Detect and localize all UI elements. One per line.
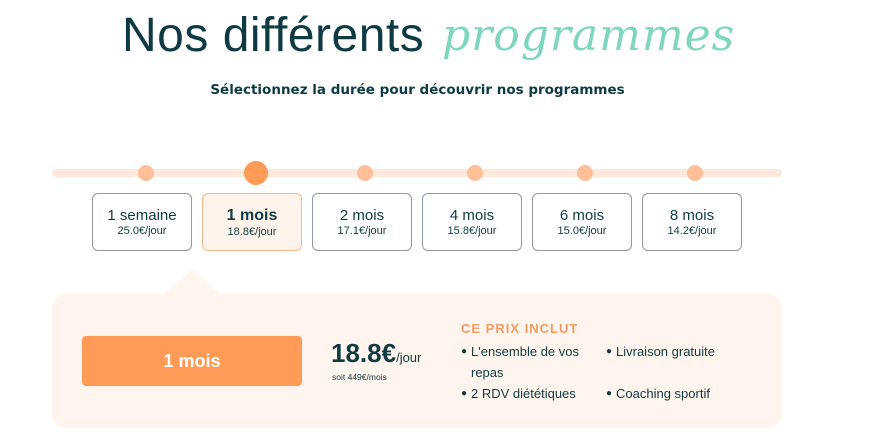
option-1-semaine[interactable]: 1 semaine 25.0€/jour [92, 193, 192, 251]
price-total: soit 449€/mois [332, 372, 387, 382]
bullet-icon: ● [461, 388, 468, 399]
option-price: 15.0€/jour [557, 225, 607, 237]
option-label: 2 mois [339, 207, 385, 224]
option-label: 8 mois [669, 207, 715, 224]
duration-options: 1 semaine 25.0€/jour 1 mois 18.8€/jour 2… [92, 193, 752, 251]
option-4-mois[interactable]: 4 mois 15.8€/jour [422, 193, 522, 251]
option-price: 14.2€/jour [667, 225, 717, 237]
bullet-icon: ● [461, 346, 468, 357]
list-item: ● L'ensemble de vos repas [461, 341, 601, 383]
price-unit: /jour [396, 350, 422, 365]
page-subtitle: Sélectionnez la durée pour découvrir nos… [210, 82, 625, 98]
option-label: 4 mois [449, 207, 495, 224]
option-label: 6 mois [559, 207, 605, 224]
option-6-mois[interactable]: 6 mois 15.0€/jour [532, 193, 632, 251]
price-amount: 18.8€ [331, 338, 397, 368]
includes-list-1: ● L'ensemble de vos repas ● 2 RDV diététiq… [461, 341, 601, 404]
option-label: 1 semaine [107, 207, 177, 224]
duration-slider-track[interactable] [52, 169, 782, 177]
list-item: ● Livraison gratuite [606, 341, 756, 362]
page-title: Nos différents programmes [122, 8, 734, 78]
slider-dot-1-mois[interactable] [244, 161, 268, 185]
price-per-day: 18.8€/jour [331, 338, 421, 369]
option-label: 1 mois [226, 207, 278, 224]
title-script: programmes [442, 10, 736, 61]
option-2-mois[interactable]: 2 mois 17.1€/jour [312, 193, 412, 251]
slider-dot-8-mois[interactable] [687, 165, 703, 181]
list-item: ● 2 RDV diététiques [461, 383, 601, 404]
option-price: 17.1€/jour [337, 225, 387, 237]
option-price: 15.8€/jour [447, 225, 497, 237]
slider-dot-4-mois[interactable] [467, 165, 483, 181]
title-main: Nos différents [122, 9, 425, 62]
bullet-icon: ● [606, 388, 613, 399]
select-program-button[interactable]: 1 mois [82, 336, 302, 386]
slider-dot-1-semaine[interactable] [138, 165, 154, 181]
includes-list-2: ● Livraison gratuite ● Coaching sportif [606, 341, 756, 404]
slider-dot-2-mois[interactable] [357, 165, 373, 181]
option-price: 18.8€/jour [227, 226, 277, 238]
option-8-mois[interactable]: 8 mois 14.2€/jour [642, 193, 742, 251]
option-price: 25.0€/jour [117, 225, 167, 237]
bullet-icon: ● [606, 346, 613, 357]
panel-pointer [162, 270, 222, 295]
list-item: ● Coaching sportif [606, 383, 756, 404]
option-1-mois[interactable]: 1 mois 18.8€/jour [202, 193, 302, 251]
includes-title: CE PRIX INCLUT [461, 321, 579, 336]
slider-dot-6-mois[interactable] [577, 165, 593, 181]
